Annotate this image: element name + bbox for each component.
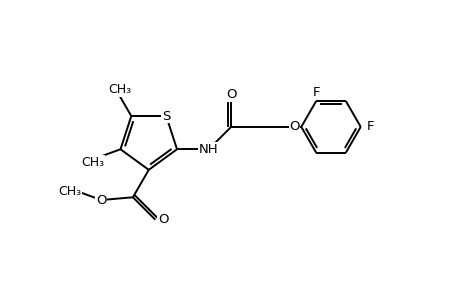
Text: NH: NH (198, 143, 218, 156)
Text: CH₃: CH₃ (81, 156, 105, 169)
Text: F: F (366, 120, 374, 134)
Text: O: O (289, 120, 299, 134)
Text: CH₃: CH₃ (58, 185, 81, 198)
Text: S: S (162, 110, 170, 122)
Text: O: O (225, 88, 236, 101)
Text: O: O (157, 213, 168, 226)
Text: F: F (312, 86, 319, 99)
Text: CH₃: CH₃ (107, 83, 131, 96)
Text: O: O (96, 194, 106, 206)
